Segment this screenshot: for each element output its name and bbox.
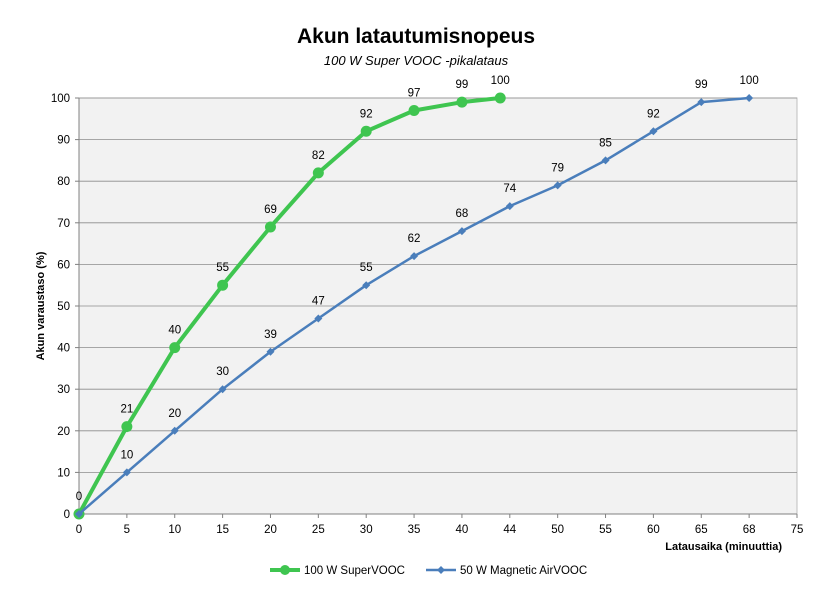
x-tick-label: 0 — [76, 524, 82, 536]
data-point — [312, 167, 324, 179]
y-tick-label: 60 — [57, 259, 70, 271]
legend-label: 50 W Magnetic AirVOOC — [460, 565, 587, 577]
x-tick-label: 55 — [599, 524, 612, 536]
x-tick-label: 15 — [216, 524, 229, 536]
y-axis-title: Akun varaustaso (%) — [35, 251, 47, 360]
legend-label: 100 W SuperVOOC — [304, 565, 405, 577]
data-point — [456, 96, 468, 108]
x-tick-label: 40 — [456, 524, 469, 536]
data-point — [264, 221, 276, 233]
data-labels: 0 21 40 55 69 82 92 97 99 100 10 20 30 39 47 55 62 68 74 79… — [76, 75, 759, 503]
data-point — [169, 342, 181, 354]
data-label: 85 — [599, 137, 612, 149]
x-tick-label: 60 — [647, 524, 660, 536]
data-point — [505, 202, 514, 211]
series — [73, 92, 754, 520]
data-point — [75, 510, 83, 518]
data-label: 100 — [491, 75, 510, 87]
data-point — [121, 421, 133, 433]
data-point — [408, 104, 420, 116]
y-tick-label: 80 — [57, 176, 70, 188]
chart-title: Akun latautumisnopeus — [297, 25, 535, 48]
x-tick-label: 44 — [503, 524, 516, 536]
data-point — [122, 468, 131, 477]
chart-subtitle: 100 W Super VOOC -pikalataus — [324, 53, 509, 68]
data-label: 40 — [168, 325, 181, 337]
x-tick-label: 5 — [124, 524, 130, 536]
y-tick-label: 100 — [51, 93, 70, 105]
x-axis-ticks: 0 5 10 15 20 25 30 35 40 44 50 55 60 65 68 75 — [76, 514, 804, 536]
data-label: 74 — [503, 183, 516, 195]
data-point — [601, 156, 610, 165]
data-point — [170, 426, 179, 435]
data-label: 82 — [312, 150, 325, 162]
data-point — [218, 385, 227, 394]
data-label: 62 — [408, 233, 421, 245]
data-label: 39 — [264, 329, 277, 341]
data-label: 68 — [456, 208, 469, 220]
legend: 100 W SuperVOOC 50 W Magnetic AirVOOC — [270, 565, 587, 577]
data-point — [697, 98, 706, 107]
x-tick-label: 75 — [791, 524, 804, 536]
y-tick-label: 70 — [57, 218, 70, 230]
legend-marker — [437, 566, 445, 574]
x-tick-label: 50 — [551, 524, 564, 536]
x-axis-title: Latausaika (minuuttia) — [665, 541, 782, 553]
data-label: 97 — [408, 87, 421, 99]
y-tick-label: 20 — [57, 426, 70, 438]
y-tick-label: 10 — [57, 467, 70, 479]
x-tick-label: 65 — [695, 524, 708, 536]
data-point — [457, 227, 466, 236]
y-tick-label: 50 — [57, 301, 70, 313]
data-label: 100 — [740, 75, 759, 87]
data-point — [410, 252, 419, 261]
data-point — [362, 281, 371, 290]
x-tick-label: 20 — [264, 524, 277, 536]
data-label: 99 — [456, 79, 469, 91]
y-tick-label: 40 — [57, 343, 70, 355]
data-label: 69 — [264, 204, 277, 216]
x-tick-label: 30 — [360, 524, 373, 536]
x-tick-label: 35 — [408, 524, 421, 536]
data-label: 55 — [360, 262, 373, 274]
data-point — [360, 125, 372, 137]
y-tick-label: 90 — [57, 135, 70, 147]
x-tick-label: 25 — [312, 524, 325, 536]
data-label: 10 — [120, 449, 133, 461]
data-label: 0 — [76, 491, 82, 503]
y-axis-ticks: 0 10 20 30 40 50 60 70 80 90 100 — [51, 93, 79, 521]
data-label: 92 — [647, 108, 660, 120]
y-tick-label: 30 — [57, 384, 70, 396]
data-label: 55 — [216, 262, 229, 274]
data-point — [649, 127, 658, 136]
data-point — [314, 314, 323, 323]
gridlines — [79, 97, 797, 473]
data-label: 21 — [120, 404, 133, 416]
y-tick-label: 0 — [64, 509, 70, 521]
data-label: 47 — [312, 295, 325, 307]
data-point — [266, 347, 275, 356]
data-label: 20 — [168, 408, 181, 420]
data-label: 79 — [551, 162, 564, 174]
data-point — [217, 279, 229, 291]
data-point — [745, 94, 754, 102]
data-label: 30 — [216, 366, 229, 378]
data-point — [494, 92, 506, 104]
x-tick-label: 68 — [743, 524, 756, 536]
data-label: 92 — [360, 108, 373, 120]
data-point — [553, 181, 562, 190]
data-label: 99 — [695, 79, 708, 91]
legend-marker — [280, 565, 290, 575]
series-line-1 — [77, 96, 503, 516]
x-tick-label: 10 — [168, 524, 181, 536]
